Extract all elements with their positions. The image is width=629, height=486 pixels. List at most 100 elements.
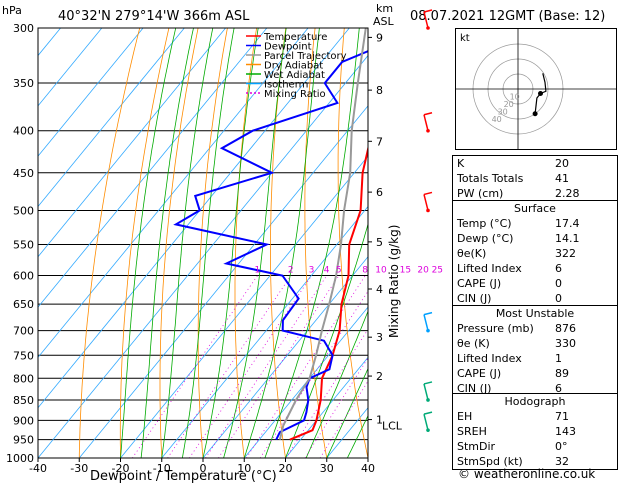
hodo-value: 71 — [555, 410, 569, 423]
hodograph-ring-label: 10 — [510, 93, 520, 102]
mixing-ratio-label: 4 — [324, 266, 330, 276]
credit-footer: © weatheronline.co.uk — [458, 467, 596, 481]
wind-barb-staff — [423, 11, 429, 29]
hodograph-table-title: Hodograph — [504, 395, 566, 408]
wind-barb-staff — [423, 314, 429, 331]
x-axis-title: Dewpoint / Temperature (°C) — [90, 469, 277, 484]
wind-barb-staff — [423, 114, 429, 131]
wind-barb — [423, 381, 433, 402]
most-unstable-title: Most Unstable — [495, 307, 575, 320]
hodo-key: StmSpd (kt) — [457, 455, 523, 468]
axes: 1 2 3 4 5 8 10 15 20 2530035040045050055060065070… — [6, 22, 443, 475]
wind-barb-dot — [426, 428, 430, 432]
most-unstable-table: Most Unstable Pressure (mb) 876 θe (K) 330 L… — [452, 305, 618, 397]
mu-key: Pressure (mb) — [457, 322, 534, 335]
wet-adiabat — [264, 28, 360, 458]
wet-adiabat — [202, 28, 259, 458]
hodograph-ring-label: 30 — [498, 108, 508, 117]
isotherm — [38, 28, 268, 308]
wind-barb-flag — [423, 112, 433, 116]
mixing-ratio-line — [319, 380, 368, 458]
hodograph-end-dot — [532, 111, 538, 117]
wind-barb-flag — [423, 311, 433, 316]
mu-row: θe (K) 330 — [453, 336, 617, 351]
surface-title: Surface — [514, 202, 556, 215]
wind-barb-staff — [423, 413, 429, 431]
hodo-key: EH — [457, 410, 473, 423]
index-row: K 20 — [453, 156, 617, 171]
pressure-tick-label: 550 — [13, 238, 34, 251]
isotherm — [38, 54, 368, 458]
isotherm — [202, 256, 368, 458]
km-tick-label: 6 — [376, 186, 383, 199]
hodo-row: StmSpd (kt) 32 — [453, 454, 617, 469]
hpa-unit-label: hPa — [2, 4, 22, 17]
wind-barb-flag — [423, 9, 433, 13]
isotherm — [38, 28, 103, 107]
mixing-ratio-label: 20 — [417, 266, 429, 276]
wind-barbs — [423, 9, 433, 432]
hodograph-table: Hodograph EH 71 SREH 143 StmDir 0° StmSpd (kt)… — [452, 393, 618, 470]
hodo-row: StmDir 0° — [453, 439, 617, 454]
surface-value: 322 — [555, 247, 576, 260]
wind-barb — [423, 112, 433, 133]
isotherm — [161, 205, 368, 458]
x-tick-label: -30 — [70, 462, 88, 475]
wet-adiabat — [305, 310, 368, 458]
mixing-ratio-label: 8 — [362, 266, 368, 276]
surface-row: Temp (°C) 17.4 — [453, 216, 617, 231]
wind-barb-dot — [426, 208, 430, 213]
wet-adiabat — [243, 28, 320, 458]
mixing-ratio-label: 2 — [288, 266, 294, 276]
dry-adiabat — [270, 28, 287, 458]
index-row: Totals Totals 41 — [453, 171, 617, 186]
location-title: 40°32'N 279°14'W 366m ASL — [58, 9, 250, 24]
temperature-line — [289, 144, 368, 441]
hodo-value: 0° — [555, 440, 568, 453]
x-tick-label: 30 — [320, 462, 334, 475]
index-value: 20 — [555, 157, 569, 170]
legend-label: Parcel Trajectory — [264, 51, 347, 62]
mixing-ratio-label: 10 — [375, 266, 387, 276]
surface-value: 0 — [555, 277, 562, 290]
lcl-label: LCL — [382, 419, 403, 432]
dewpoint-line — [173, 50, 368, 441]
mixing-ratio-label: 1 — [255, 266, 261, 276]
pressure-tick-label: 400 — [13, 125, 34, 138]
pressure-tick-label: 850 — [13, 394, 34, 407]
index-key: Totals Totals — [457, 172, 524, 185]
surface-value: 6 — [555, 262, 562, 275]
km-tick-label: 8 — [376, 84, 383, 97]
km-tick-label: 2 — [376, 370, 383, 383]
hodograph-ring-label: 20 — [504, 100, 514, 109]
isotherm — [285, 356, 368, 458]
km-tick-label: 7 — [376, 135, 383, 148]
wind-barb — [423, 191, 433, 213]
legend-label: Temperature — [263, 32, 327, 43]
index-row: PW (cm) 2.28 — [453, 186, 617, 201]
wind-barb — [423, 311, 433, 333]
index-key: PW (cm) — [457, 187, 504, 200]
surface-value: 14.1 — [555, 232, 580, 245]
mixing-ratio-line — [246, 275, 366, 458]
legend-label: Wet Adiabat — [264, 70, 325, 81]
surface-key: CIN (J) — [457, 292, 492, 305]
wind-barb-dot — [426, 398, 430, 402]
mu-value: 1 — [555, 352, 562, 365]
index-key: K — [457, 157, 465, 170]
pressure-tick-label: 650 — [13, 298, 34, 311]
mu-row: CAPE (J) 89 — [453, 366, 617, 381]
mu-row: Lifted Index 1 — [453, 351, 617, 366]
mixing-ratio-label: 5 — [336, 266, 342, 276]
dry-adiabat — [234, 28, 257, 458]
dry-adiabat — [337, 28, 368, 458]
hodo-value: 143 — [555, 425, 576, 438]
pressure-tick-label: 300 — [13, 22, 34, 35]
x-tick-label: 20 — [279, 462, 293, 475]
surface-key: Temp (°C) — [457, 217, 512, 230]
pressure-tick-label: 750 — [13, 349, 34, 362]
wind-barb-staff — [423, 383, 429, 401]
surface-value: 17.4 — [555, 217, 580, 230]
km-tick-label: 5 — [376, 236, 383, 249]
pressure-tick-label: 900 — [13, 414, 34, 427]
